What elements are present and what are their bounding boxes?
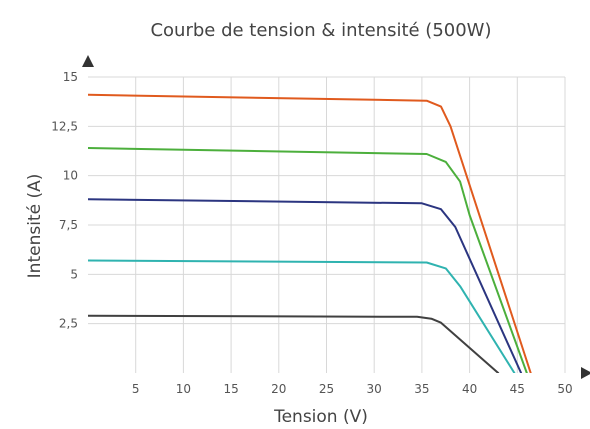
x-tick-label: 40 — [462, 382, 477, 396]
axes — [82, 55, 590, 379]
y-tick-label: 2,5 — [59, 317, 78, 331]
series-line-5 — [88, 314, 500, 373]
x-tick-label: 20 — [271, 382, 286, 396]
y-tick-label: 7,5 — [59, 218, 78, 232]
y-axis-label: Intensité (A) — [25, 174, 45, 279]
series-line-1 — [88, 93, 532, 373]
x-tick-label: 35 — [414, 382, 429, 396]
x-axis-label: Tension (V) — [273, 407, 368, 427]
series-line-4 — [88, 259, 516, 373]
x-tick-label: 25 — [319, 382, 334, 396]
series-line-2 — [88, 147, 528, 373]
chart-title: Courbe de tension & intensité (500W) — [150, 20, 491, 41]
y-axis-arrow — [82, 55, 94, 67]
grid — [88, 76, 566, 373]
x-tick-label: 45 — [510, 382, 525, 396]
y-tick-label: 12,5 — [51, 119, 78, 133]
y-tick-label: 5 — [70, 267, 78, 281]
series-line-3 — [88, 198, 523, 373]
x-tick-label: 15 — [223, 382, 238, 396]
x-tick-label: 50 — [557, 382, 572, 396]
y-tick-label: 10 — [63, 169, 78, 183]
x-tick-label: 5 — [132, 382, 140, 396]
x-tick-label: 30 — [367, 382, 382, 396]
series — [88, 93, 532, 373]
y-tick-label: 15 — [63, 70, 78, 84]
tick-labels: 5 10 15 20 25 30 35 40 45 50 2,5 5 7,5 10 12,5 15 — [51, 70, 572, 396]
x-tick-label: 10 — [176, 382, 191, 396]
x-axis-arrow — [581, 367, 590, 379]
